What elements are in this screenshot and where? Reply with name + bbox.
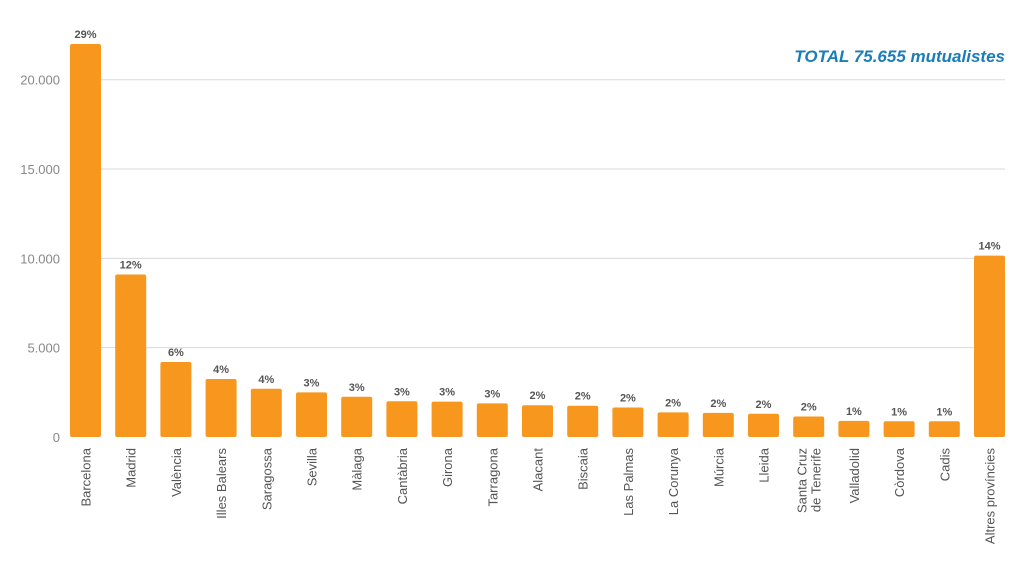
y-tick-label: 20.000 (20, 73, 60, 88)
x-tick-label-line: Altres províncies (983, 448, 998, 545)
x-axis: Barcelona Madrid València Illes Balears Sara… (79, 447, 998, 544)
x-tick-label: Cantàbria (395, 447, 410, 504)
y-axis: 0 5.000 10.000 15.000 20.000 (20, 73, 60, 445)
x-tick-label-line: Cantàbria (395, 447, 410, 504)
bar (883, 421, 915, 437)
data-label: 3% (304, 377, 320, 389)
x-tick-label-line: Màlaga (350, 447, 365, 490)
data-label: 2% (575, 391, 591, 403)
bar (70, 44, 101, 437)
x-tick-label-line: Tarragona (485, 447, 500, 506)
data-label: 3% (349, 382, 365, 394)
bar (838, 420, 870, 437)
x-tick-label-line: Cadis (937, 448, 952, 482)
data-label: 2% (710, 398, 726, 410)
x-tick-label: Cadis (937, 448, 952, 482)
bar (115, 274, 147, 437)
x-tick-label: Madrid (124, 448, 139, 488)
data-label: 3% (484, 388, 500, 400)
bar (386, 401, 418, 437)
bar (431, 401, 463, 437)
x-tick-label-line: València (169, 447, 184, 497)
bar (748, 413, 779, 437)
x-tick-label: Illes Balears (214, 448, 229, 519)
gridlines (70, 79, 1005, 349)
data-label: 1% (936, 406, 952, 418)
data-label: 14% (978, 241, 1000, 253)
bar (205, 378, 237, 437)
bar (250, 388, 282, 437)
x-tick-label-line: Sevilla (305, 447, 320, 486)
data-label: 6% (168, 347, 184, 359)
data-label: 2% (665, 397, 681, 409)
x-tick-label: Màlaga (350, 447, 365, 490)
y-tick-label: 5.000 (27, 341, 60, 356)
bar (657, 412, 689, 437)
bar (974, 255, 1005, 437)
x-tick-label: Alacant (531, 448, 546, 492)
bar (928, 421, 960, 437)
x-tick-label: Biscaia (576, 447, 591, 490)
y-tick-label: 10.000 (20, 251, 60, 266)
x-tick-label: València (169, 447, 184, 497)
x-tick-label-line: Santa Cruz (795, 448, 810, 513)
x-tick-label: Valladolid (847, 448, 862, 503)
bar (341, 396, 373, 437)
bar (612, 407, 644, 437)
bar (567, 405, 599, 437)
x-tick-label-line: Múrcia (711, 447, 726, 487)
data-label: 1% (846, 406, 862, 418)
x-tick-label-line: Còrdova (892, 447, 907, 497)
data-label: 2% (530, 390, 546, 402)
bar (793, 416, 825, 437)
data-label: 2% (620, 393, 636, 405)
bars (70, 44, 1005, 437)
x-tick-label-line: Madrid (124, 448, 139, 488)
x-tick-label: Girona (440, 447, 455, 487)
x-tick-label-line: Alacant (531, 448, 546, 492)
data-label: 2% (756, 399, 772, 411)
x-tick-label: Las Palmas (621, 448, 636, 516)
x-tick-label-line: Girona (440, 447, 455, 487)
data-label: 12% (120, 259, 142, 271)
x-tick-label: Múrcia (711, 447, 726, 487)
x-tick-label-line: Las Palmas (621, 448, 636, 516)
data-label: 4% (213, 364, 229, 376)
data-labels: 29% 12% 6% 4% 4% 3% 3% 3% 3% 3% 2% 2% 2% 2% 2% 2% 2% 1% 1%… (74, 29, 1000, 418)
x-tick-label-line: Illes Balears (214, 448, 229, 519)
x-tick-label-line: Saragossa (259, 447, 274, 510)
bar (702, 412, 734, 437)
data-label: 1% (891, 406, 907, 418)
x-tick-label: Saragossa (259, 447, 274, 510)
data-label: 3% (394, 386, 410, 398)
data-label: 3% (439, 387, 455, 399)
data-label: 29% (74, 29, 96, 41)
x-tick-label: Tarragona (485, 447, 500, 506)
x-tick-label-line: Lleida (757, 447, 772, 482)
x-tick-label-line: de Tenerife (809, 448, 824, 512)
x-tick-label-line: Biscaia (576, 447, 591, 490)
x-tick-label: Barcelona (79, 447, 94, 506)
x-tick-label-line: Valladolid (847, 448, 862, 503)
x-tick-label-line: La Corunya (666, 447, 681, 515)
x-tick-label: Santa Cruz de Tenerife (795, 448, 824, 513)
x-tick-label: Altres províncies (983, 448, 998, 545)
bar (522, 405, 553, 437)
x-tick-label: Lleida (757, 447, 772, 482)
bar (160, 361, 192, 437)
x-tick-label: Sevilla (305, 447, 320, 486)
x-tick-label-line: Barcelona (79, 447, 94, 506)
bar (296, 392, 327, 437)
bar (476, 403, 508, 437)
x-tick-label: La Corunya (666, 447, 681, 515)
y-tick-label: 0 (53, 430, 60, 445)
y-tick-label: 15.000 (20, 162, 60, 177)
total-annotation: TOTAL 75.655 mutualistes (794, 47, 1005, 66)
data-label: 4% (258, 374, 274, 386)
data-label: 2% (801, 401, 817, 413)
x-tick-label: Còrdova (892, 447, 907, 497)
